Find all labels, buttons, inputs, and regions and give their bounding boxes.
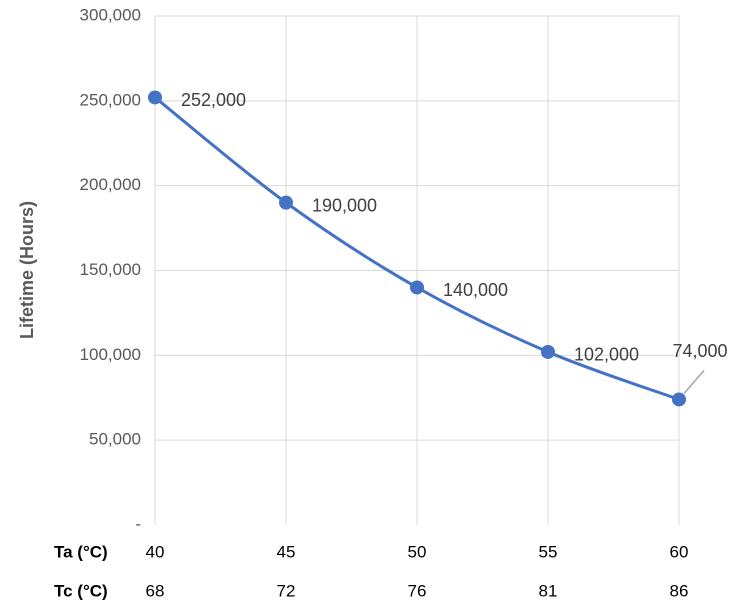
category-table: Ta (°C) 40 45 50 55 60 Tc (°C) 68 72 76 81 86 xyxy=(54,542,688,600)
y-tick-label: 50,000 xyxy=(89,430,141,449)
x-tick-label: 60 xyxy=(670,542,689,561)
series-layer: 252,000 190,000 140,000 102,000 74,000 xyxy=(148,90,728,407)
x-tick-label: 55 xyxy=(539,542,558,561)
x-tick-label: 45 xyxy=(277,542,296,561)
x-tick-label: 76 xyxy=(408,581,427,600)
data-label: 190,000 xyxy=(312,195,377,215)
y-tick-label: 150,000 xyxy=(80,260,141,279)
x-tick-label: 50 xyxy=(408,542,427,561)
data-point xyxy=(410,280,424,295)
data-label-leader-line xyxy=(683,369,705,394)
data-point xyxy=(541,344,555,359)
data-label: 74,000 xyxy=(672,341,727,361)
y-axis-tick-labels: - 50,000 100,000 150,000 200,000 250,000 300,0… xyxy=(80,5,141,533)
y-axis-title: Lifetime (Hours) xyxy=(17,201,37,339)
data-point xyxy=(279,195,293,210)
x-tick-label: 68 xyxy=(146,581,165,600)
x-tick-label: 40 xyxy=(146,542,165,561)
y-tick-label: 100,000 xyxy=(80,345,141,364)
data-label: 252,000 xyxy=(181,90,246,110)
y-tick-label: - xyxy=(135,514,141,533)
x-tick-label: 81 xyxy=(539,581,558,600)
row-header: Tc (°C) xyxy=(54,581,108,600)
data-point xyxy=(148,90,162,105)
data-point xyxy=(672,392,686,407)
x-tick-label: 72 xyxy=(277,581,296,600)
row-header: Ta (°C) xyxy=(54,542,108,561)
y-tick-label: 200,000 xyxy=(80,175,141,194)
y-tick-label: 300,000 xyxy=(80,5,141,24)
y-tick-label: 250,000 xyxy=(80,90,141,109)
x-tick-label: 86 xyxy=(670,581,689,600)
data-label: 102,000 xyxy=(574,345,639,365)
data-label: 140,000 xyxy=(443,280,508,300)
